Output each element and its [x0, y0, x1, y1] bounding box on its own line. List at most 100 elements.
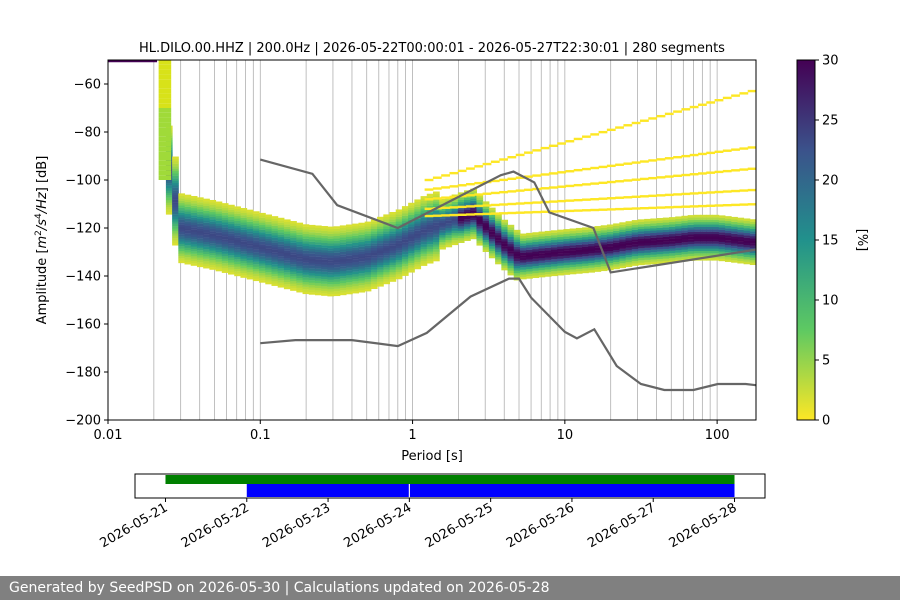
psd-cell	[314, 273, 322, 277]
psd-cell	[606, 231, 614, 235]
psd-cell	[209, 202, 217, 205]
psd-cell	[228, 271, 235, 275]
psd-cell	[526, 252, 533, 255]
psd-outlier-cell	[449, 206, 459, 209]
psd-cell	[283, 265, 291, 268]
psd-cell	[476, 195, 484, 198]
psd-cell	[606, 243, 614, 247]
psd-cell	[158, 108, 172, 113]
psd-cell	[594, 233, 602, 236]
psd-cell	[172, 170, 179, 174]
psd-cell	[432, 208, 440, 211]
psd-cell	[302, 231, 310, 235]
psd-cell	[594, 262, 602, 265]
psd-cell	[172, 168, 179, 172]
psd-cell	[501, 231, 509, 235]
psd-cell	[389, 269, 397, 273]
psd-cell	[395, 255, 403, 258]
psd-cell	[290, 278, 297, 282]
psd-cell	[259, 268, 266, 271]
psd-cell	[439, 227, 446, 231]
psd-cell	[240, 268, 248, 271]
psd-cell	[228, 264, 235, 268]
colorbar-tick-label: 10	[822, 294, 839, 309]
psd-cell	[158, 60, 172, 65]
psd-cell	[271, 254, 279, 258]
psd-cell	[432, 217, 440, 221]
psd-cell	[203, 234, 210, 238]
psd-cell	[656, 218, 664, 221]
psd-cell	[507, 258, 515, 262]
psd-cell	[669, 233, 676, 237]
psd-outlier-cell	[747, 203, 756, 206]
psd-cell	[209, 231, 217, 234]
psd-cell	[265, 281, 272, 285]
psd-cell	[308, 272, 316, 276]
psd-cell	[302, 262, 310, 266]
psd-cell	[314, 278, 322, 281]
psd-cell	[395, 235, 403, 239]
psd-cell	[445, 237, 453, 241]
psd-cell	[296, 232, 304, 235]
x-axis-label: Period [s]	[401, 449, 463, 464]
psd-cell	[600, 258, 608, 262]
psd-cell	[513, 261, 521, 264]
psd-cell	[240, 265, 248, 269]
availability-tick-label: 2026-05-24	[341, 500, 414, 551]
psd-cell	[501, 255, 509, 259]
psd-cell	[432, 258, 440, 262]
psd-cell	[184, 201, 192, 205]
psd-cell	[426, 217, 434, 221]
psd-cell	[265, 269, 272, 273]
psd-cell	[551, 259, 558, 262]
psd-cell	[662, 217, 670, 221]
psd-cell	[377, 252, 384, 256]
psd-cell	[557, 265, 564, 269]
psd-cell	[346, 253, 353, 256]
psd-outlier-cell	[482, 204, 492, 207]
psd-cell	[650, 232, 658, 236]
psd-cell	[464, 209, 471, 213]
x-tick-label: 1	[408, 428, 416, 443]
psd-cell	[656, 249, 664, 252]
psd-cell	[488, 217, 496, 220]
psd-cell	[606, 255, 614, 259]
psd-cell	[625, 254, 633, 258]
psd-cell	[215, 268, 223, 272]
psd-cell	[743, 225, 751, 229]
psd-outlier-cell	[615, 126, 624, 129]
psd-cell	[333, 264, 341, 268]
psd-cell	[501, 224, 509, 228]
psd-cell	[519, 235, 527, 239]
psd-cell	[364, 262, 372, 265]
psd-cell	[252, 232, 260, 236]
psd-cell	[228, 223, 235, 227]
psd-cell	[749, 250, 756, 254]
psd-cell	[246, 269, 254, 273]
psd-cell	[544, 269, 552, 272]
psd-cell	[718, 217, 726, 221]
psd-cell	[203, 263, 210, 267]
colorbar-tick-label: 30	[822, 54, 839, 69]
psd-cell	[377, 276, 384, 280]
psd-cell	[743, 244, 751, 248]
psd-cell	[606, 236, 614, 240]
psd-cell	[358, 237, 366, 240]
psd-cell	[172, 163, 179, 167]
colorbar-label: [%]	[854, 229, 869, 252]
psd-cell	[158, 79, 172, 84]
psd-heatmap	[108, 60, 756, 297]
psd-cell	[737, 258, 745, 262]
psd-cell	[582, 260, 589, 264]
psd-cell	[420, 256, 428, 259]
psd-cell	[426, 222, 434, 226]
psd-cell	[644, 242, 651, 246]
psd-cell	[631, 234, 639, 238]
psd-outlier-cell	[606, 164, 616, 168]
psd-cell	[178, 260, 186, 264]
psd-cell	[401, 244, 409, 248]
psd-cell	[675, 221, 682, 224]
psd-cell	[569, 257, 577, 260]
psd-cell	[172, 221, 179, 224]
psd-cell	[538, 262, 546, 266]
